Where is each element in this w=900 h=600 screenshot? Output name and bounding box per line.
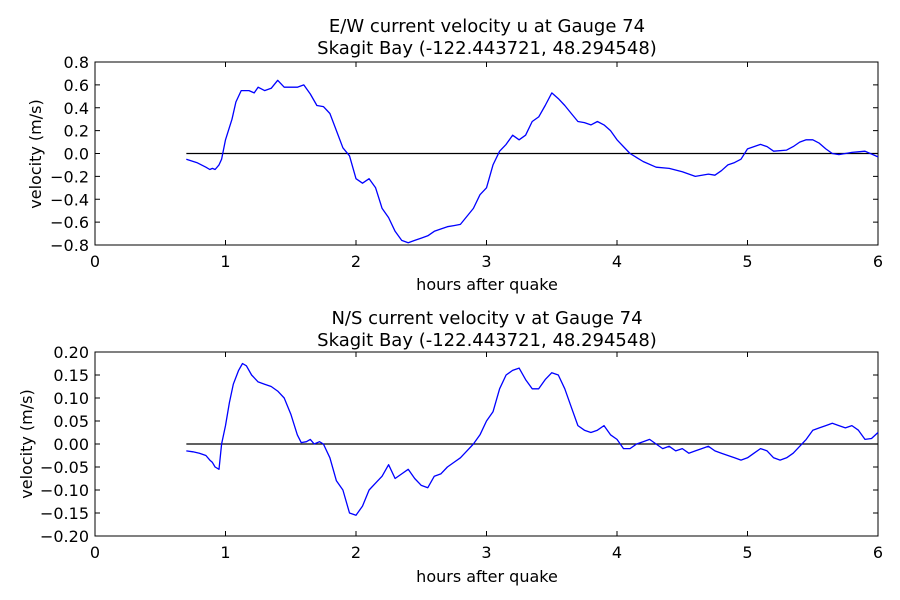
ns-ytick-label: 0.00 bbox=[53, 435, 89, 454]
ew-velocity-line bbox=[186, 79, 879, 244]
ew-subtitle: Skagit Bay (-122.443721, 48.294548) bbox=[317, 38, 657, 59]
ns-ytick-label: −0.15 bbox=[40, 504, 89, 523]
ns-xtick-label: 3 bbox=[481, 543, 491, 562]
ns-plot-area: 0 1 2 3 4 5 6 −0.20 −0.15 −0.10 −0.05 0.00 0.05 0.10 0… bbox=[40, 343, 883, 562]
ew-ylabel: velocity (m/s) bbox=[26, 99, 45, 208]
ns-xlabel: hours after quake bbox=[416, 567, 558, 586]
ns-ytick-label: 0.10 bbox=[53, 389, 89, 408]
ns-velocity-line bbox=[186, 362, 879, 516]
ew-xtick-label: 4 bbox=[612, 252, 622, 271]
ns-subtitle: Skagit Bay (-122.443721, 48.294548) bbox=[317, 330, 657, 351]
ew-ytick-label: −0.6 bbox=[50, 213, 89, 232]
ns-subplot: N/S current velocity v at Gauge 74 Skagi… bbox=[17, 308, 883, 586]
ew-ytick-label: 0.8 bbox=[64, 53, 89, 72]
ew-ytick-label: 0.2 bbox=[64, 122, 89, 141]
ew-xtick-label: 6 bbox=[873, 252, 883, 271]
ew-ytick-label: −0.4 bbox=[50, 190, 89, 209]
ns-ytick-label: −0.20 bbox=[40, 527, 89, 546]
ew-ytick-label: −0.8 bbox=[50, 236, 89, 255]
ew-xtick-label: 5 bbox=[742, 252, 752, 271]
ns-xtick-label: 0 bbox=[90, 543, 100, 562]
ew-ytick-label: 0.0 bbox=[64, 145, 89, 164]
ns-xtick-label: 5 bbox=[742, 543, 752, 562]
ns-xtick-label: 2 bbox=[351, 543, 361, 562]
ns-ytick-label: 0.15 bbox=[53, 366, 89, 385]
ew-subplot: E/W current velocity u at Gauge 74 Skagi… bbox=[26, 16, 883, 294]
ns-xtick-label: 6 bbox=[873, 543, 883, 562]
ns-xtick-label: 4 bbox=[612, 543, 622, 562]
ew-ytick-label: 0.4 bbox=[64, 99, 89, 118]
ns-ytick-label: −0.05 bbox=[40, 458, 89, 477]
ew-xtick-label: 1 bbox=[220, 252, 230, 271]
ew-title: E/W current velocity u at Gauge 74 bbox=[329, 16, 645, 37]
ns-ylabel: velocity (m/s) bbox=[17, 389, 36, 498]
ew-xtick-label: 0 bbox=[90, 252, 100, 271]
ew-xtick-label: 2 bbox=[351, 252, 361, 271]
ns-xtick-label: 1 bbox=[220, 543, 230, 562]
ns-title: N/S current velocity v at Gauge 74 bbox=[331, 308, 642, 329]
ew-xlabel: hours after quake bbox=[416, 275, 558, 294]
ew-xtick-label: 3 bbox=[481, 252, 491, 271]
ns-ytick-label: 0.05 bbox=[53, 412, 89, 431]
ew-ytick-label: −0.2 bbox=[50, 167, 89, 186]
ew-ytick-label: 0.6 bbox=[64, 76, 89, 95]
ns-ytick-label: 0.20 bbox=[53, 343, 89, 362]
ew-plot-area: 0 1 2 3 4 5 6 −0.8 −0.6 −0.4 −0.2 0.0 0.2 0.4 0.6 0.8 bbox=[50, 53, 883, 271]
ns-ytick-label: −0.10 bbox=[40, 481, 89, 500]
